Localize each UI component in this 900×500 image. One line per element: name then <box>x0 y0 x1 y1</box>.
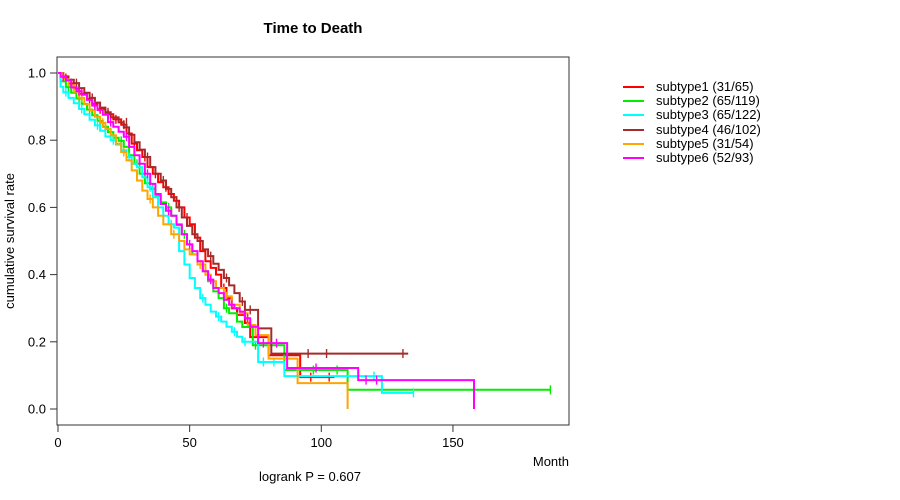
x-tick-label: 0 <box>54 435 61 450</box>
legend-label: subtype4 (46/102) <box>656 121 761 137</box>
y-axis-label: cumulative survival rate <box>2 173 17 309</box>
y-tick-label: 0.0 <box>28 402 46 417</box>
axes-layer: 0 50 100 150 0.0 0.2 0.4 0.6 0.8 1.0 <box>28 56 570 450</box>
legend-swatch-subtype6 <box>623 157 644 160</box>
legend-item-subtype4: subtype4 (46/102) <box>623 121 761 137</box>
legend-item-subtype3: subtype3 (65/122) <box>623 108 761 122</box>
legend-label: subtype6 (52/93) <box>656 149 754 165</box>
legend-swatch-subtype2 <box>623 100 644 103</box>
km-curve-subtype2 <box>58 72 551 391</box>
legend-item-subtype2: subtype2 (65/119) <box>623 93 761 109</box>
km-curve-subtype4 <box>58 72 409 355</box>
chart-title: Time to Death <box>264 20 363 37</box>
legend-label: subtype1 (31/65) <box>656 79 754 94</box>
legend-swatch-subtype3 <box>623 114 644 117</box>
plot-box <box>56 56 570 426</box>
legend: subtype1 (31/65) subtype2 (65/119) subtype… <box>623 79 761 165</box>
logrank-footnote: logrank P = 0.607 <box>259 469 361 484</box>
x-tick-label: 150 <box>442 435 464 450</box>
legend-swatch-subtype1 <box>623 86 644 89</box>
y-tick-label: 0.6 <box>28 200 46 215</box>
curves-layer <box>58 72 552 409</box>
legend-label: subtype3 (65/122) <box>656 107 761 123</box>
y-tick-label: 0.8 <box>28 133 46 148</box>
legend-swatch-subtype4 <box>623 128 644 131</box>
y-tick-label: 1.0 <box>28 66 46 81</box>
legend-item-subtype6: subtype6 (52/93) <box>623 149 761 165</box>
y-tick-label: 0.2 <box>28 334 46 349</box>
legend-label: subtype2 (65/119) <box>656 93 760 109</box>
x-tick-label: 100 <box>310 435 332 450</box>
x-tick-label: 50 <box>182 435 196 450</box>
legend-item-subtype1: subtype1 (31/65) <box>623 79 761 94</box>
legend-label: subtype5 (31/54) <box>656 135 754 151</box>
x-axis-label: Month <box>533 454 569 469</box>
legend-item-subtype5: subtype5 (31/54) <box>623 135 761 151</box>
km-curve-subtype3 <box>58 72 414 394</box>
km-curve-subtype6 <box>58 72 475 409</box>
legend-swatch-subtype5 <box>623 142 644 145</box>
y-tick-label: 0.4 <box>28 267 46 282</box>
